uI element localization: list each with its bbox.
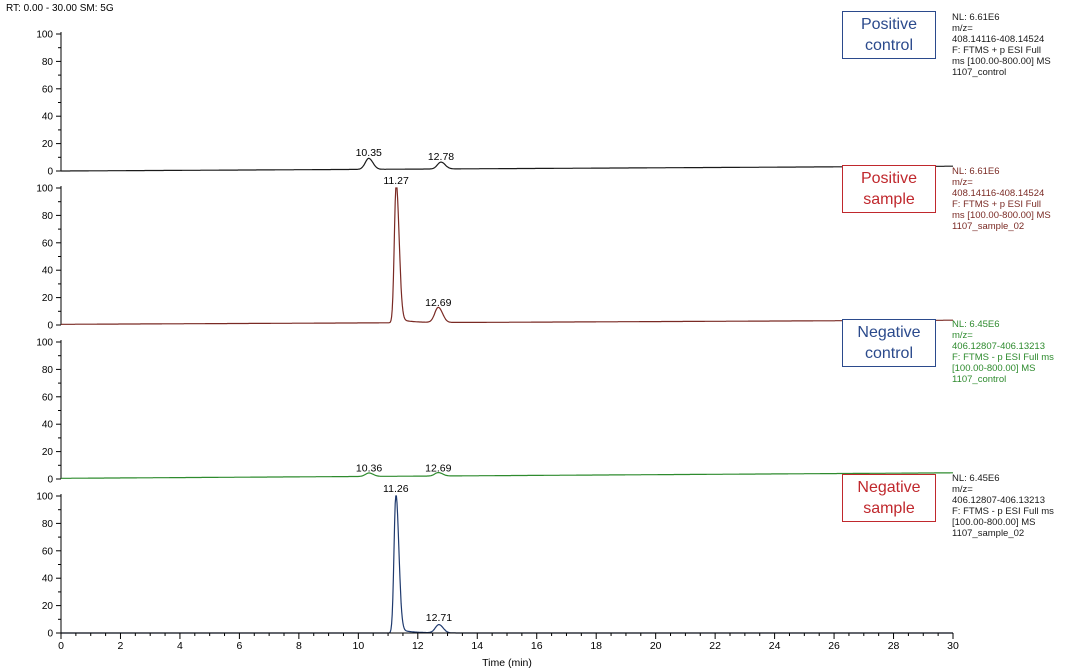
y-tick-label: 80 — [42, 211, 54, 222]
panel-label: Negative control — [857, 324, 921, 362]
y-tick-label: 20 — [42, 447, 54, 458]
x-tick-label: 18 — [590, 640, 602, 652]
y-tick-label: 60 — [42, 546, 54, 557]
panel-info-line: ms [100.00-800.00] MS — [952, 56, 1051, 67]
y-tick-label: 20 — [42, 139, 54, 150]
panel-label-box: Positive control — [842, 11, 936, 59]
x-tick-label: 16 — [531, 640, 543, 652]
x-tick-label: 4 — [177, 640, 183, 652]
panel-info-line: NL: 6.45E6 — [952, 319, 1000, 330]
y-tick-label: 60 — [42, 238, 54, 249]
panel-info-line: 1107_control — [952, 374, 1007, 385]
panel-info-line: 408.14116-408.14524 — [952, 34, 1045, 45]
peak-label: 12.78 — [428, 151, 454, 163]
panel-info-line: 1107_sample_02 — [952, 221, 1025, 232]
y-tick-label: 100 — [36, 30, 53, 41]
panel-info-line: NL: 6.45E6 — [952, 473, 1000, 484]
y-tick-label: 100 — [36, 338, 53, 349]
x-tick-label: 30 — [947, 640, 959, 652]
panel-info: NL: 6.45E6 m/z= 406.12807-406.13213 F: FTMS… — [952, 473, 1054, 539]
panel-info-line: F: FTMS + p ESI Full — [952, 45, 1041, 56]
x-tick-label: 0 — [58, 640, 64, 652]
panel-info-line: m/z= — [952, 23, 973, 34]
panel-label-box: Negative control — [842, 319, 936, 367]
panel-info-line: m/z= — [952, 484, 973, 495]
peak-label: 11.27 — [383, 175, 409, 187]
x-axis-label: Time (min) — [482, 657, 532, 669]
y-tick-label: 40 — [42, 266, 54, 277]
peak-label: 12.71 — [426, 612, 452, 624]
x-tick-label: 26 — [828, 640, 840, 652]
panel-info-line: 1107_sample_02 — [952, 528, 1025, 539]
y-tick-label: 0 — [47, 321, 53, 332]
panel-label-box: Positive sample — [842, 165, 936, 213]
panel-info-line: [100.00-800.00] MS — [952, 363, 1036, 374]
x-tick-label: 6 — [236, 640, 242, 652]
y-tick-label: 40 — [42, 112, 54, 123]
chromatogram-trace — [61, 187, 953, 325]
y-tick-label: 0 — [47, 475, 53, 486]
y-tick-label: 80 — [42, 57, 54, 68]
x-tick-label: 12 — [412, 640, 424, 652]
panel-info-line: F: FTMS - p ESI Full ms — [952, 352, 1054, 363]
peak-label: 10.35 — [356, 147, 382, 159]
peak-label: 12.69 — [425, 297, 451, 309]
y-tick-label: 60 — [42, 84, 54, 95]
panel-info-line: [100.00-800.00] MS — [952, 517, 1036, 528]
peak-label: 12.69 — [425, 463, 451, 475]
chart-header: RT: 0.00 - 30.00 SM: 5G — [6, 3, 114, 14]
y-tick-label: 0 — [47, 167, 53, 178]
x-tick-label: 22 — [709, 640, 721, 652]
panel-label-box: Negative sample — [842, 474, 936, 522]
y-tick-label: 80 — [42, 365, 54, 376]
panel-info: NL: 6.61E6 m/z= 408.14116-408.14524 F: FTMS… — [952, 166, 1051, 232]
x-tick-label: 10 — [352, 640, 364, 652]
y-tick-label: 20 — [42, 293, 54, 304]
y-tick-label: 20 — [42, 601, 54, 612]
panel-info: NL: 6.45E6 m/z= 406.12807-406.13213 F: FTMS… — [952, 319, 1054, 385]
panel-info-line: NL: 6.61E6 — [952, 166, 1000, 177]
panel-info-line: NL: 6.61E6 — [952, 12, 1000, 23]
panel-info: NL: 6.61E6 m/z= 408.14116-408.14524 F: FTMS… — [952, 12, 1051, 78]
panel-info-line: F: FTMS - p ESI Full ms — [952, 506, 1054, 517]
panel-label: Negative sample — [857, 479, 921, 517]
x-tick-label: 14 — [471, 640, 483, 652]
chromatogram-trace — [61, 157, 953, 172]
y-tick-label: 100 — [36, 184, 53, 195]
x-tick-label: 2 — [118, 640, 124, 652]
panel-info-line: m/z= — [952, 330, 973, 341]
panel-info-line: 408.14116-408.14524 — [952, 188, 1045, 199]
x-tick-label: 20 — [650, 640, 662, 652]
panel-info-line: 406.12807-406.13213 — [952, 341, 1045, 352]
panel-info-line: 406.12807-406.13213 — [952, 495, 1045, 506]
panel-info-line: m/z= — [952, 177, 973, 188]
x-tick-label: 28 — [888, 640, 900, 652]
y-tick-label: 80 — [42, 519, 54, 530]
y-tick-label: 60 — [42, 392, 54, 403]
y-tick-label: 0 — [47, 629, 53, 640]
y-tick-label: 40 — [42, 420, 54, 431]
x-tick-label: 24 — [769, 640, 781, 652]
chromatogram-trace — [61, 472, 953, 479]
chromatogram-trace — [61, 495, 953, 634]
panel-info-line: ms [100.00-800.00] MS — [952, 210, 1051, 221]
panel-info-line: 1107_control — [952, 67, 1007, 78]
y-tick-label: 40 — [42, 574, 54, 585]
peak-label: 11.26 — [383, 483, 409, 495]
panel-label: Positive sample — [860, 170, 918, 208]
panel-info-line: F: FTMS + p ESI Full — [952, 199, 1041, 210]
x-tick-label: 8 — [296, 640, 302, 652]
panel-label: Positive control — [860, 16, 918, 54]
y-tick-label: 100 — [36, 492, 53, 503]
peak-label: 10.36 — [356, 463, 382, 475]
